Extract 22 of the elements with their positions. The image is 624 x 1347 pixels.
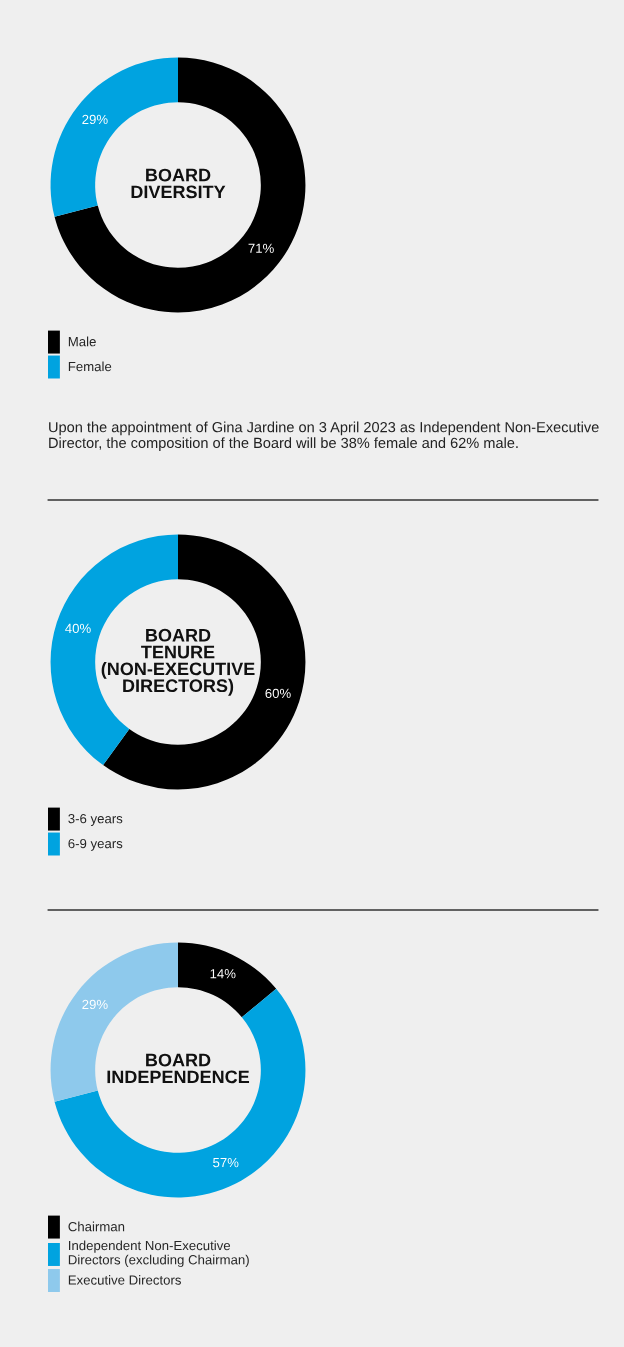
donut-slice	[178, 942, 277, 1018]
data-label: 57%	[213, 1157, 239, 1168]
data-label: 29%	[82, 999, 108, 1010]
donut-slice	[54, 57, 306, 313]
legend-label: 6-9 years	[68, 838, 123, 851]
legend-label: Executive Directors	[68, 1275, 181, 1285]
legend-label: Female	[68, 361, 112, 372]
data-label: 29%	[82, 114, 108, 125]
legend-label: Male	[68, 336, 96, 347]
text: Upon the appointment of Gina Jardine on 3 April 2023 as Independent Non-Executive Director, the composition of the Board will be 38% female and 62% male.	[49, 421, 599, 451]
data-label: 71%	[248, 243, 274, 253]
donut-slice	[54, 988, 306, 1198]
legend-label: 3-6 years	[68, 813, 123, 826]
data-label: 14%	[210, 969, 236, 979]
data-label: 40%	[65, 623, 91, 634]
text: BOARD DIVERSITY	[131, 168, 226, 199]
text: BOARD INDEPENDENCE	[107, 1053, 250, 1084]
legend-label: Independent Non-Executive Directors (excluding Chairman)	[68, 1240, 249, 1268]
legend-label: Chairman	[68, 1221, 125, 1232]
data-label: 60%	[265, 688, 291, 699]
text: BOARD TENURE (NON-EXECUTIVE DIRECTORS)	[101, 628, 255, 696]
donut-slice	[103, 534, 306, 790]
